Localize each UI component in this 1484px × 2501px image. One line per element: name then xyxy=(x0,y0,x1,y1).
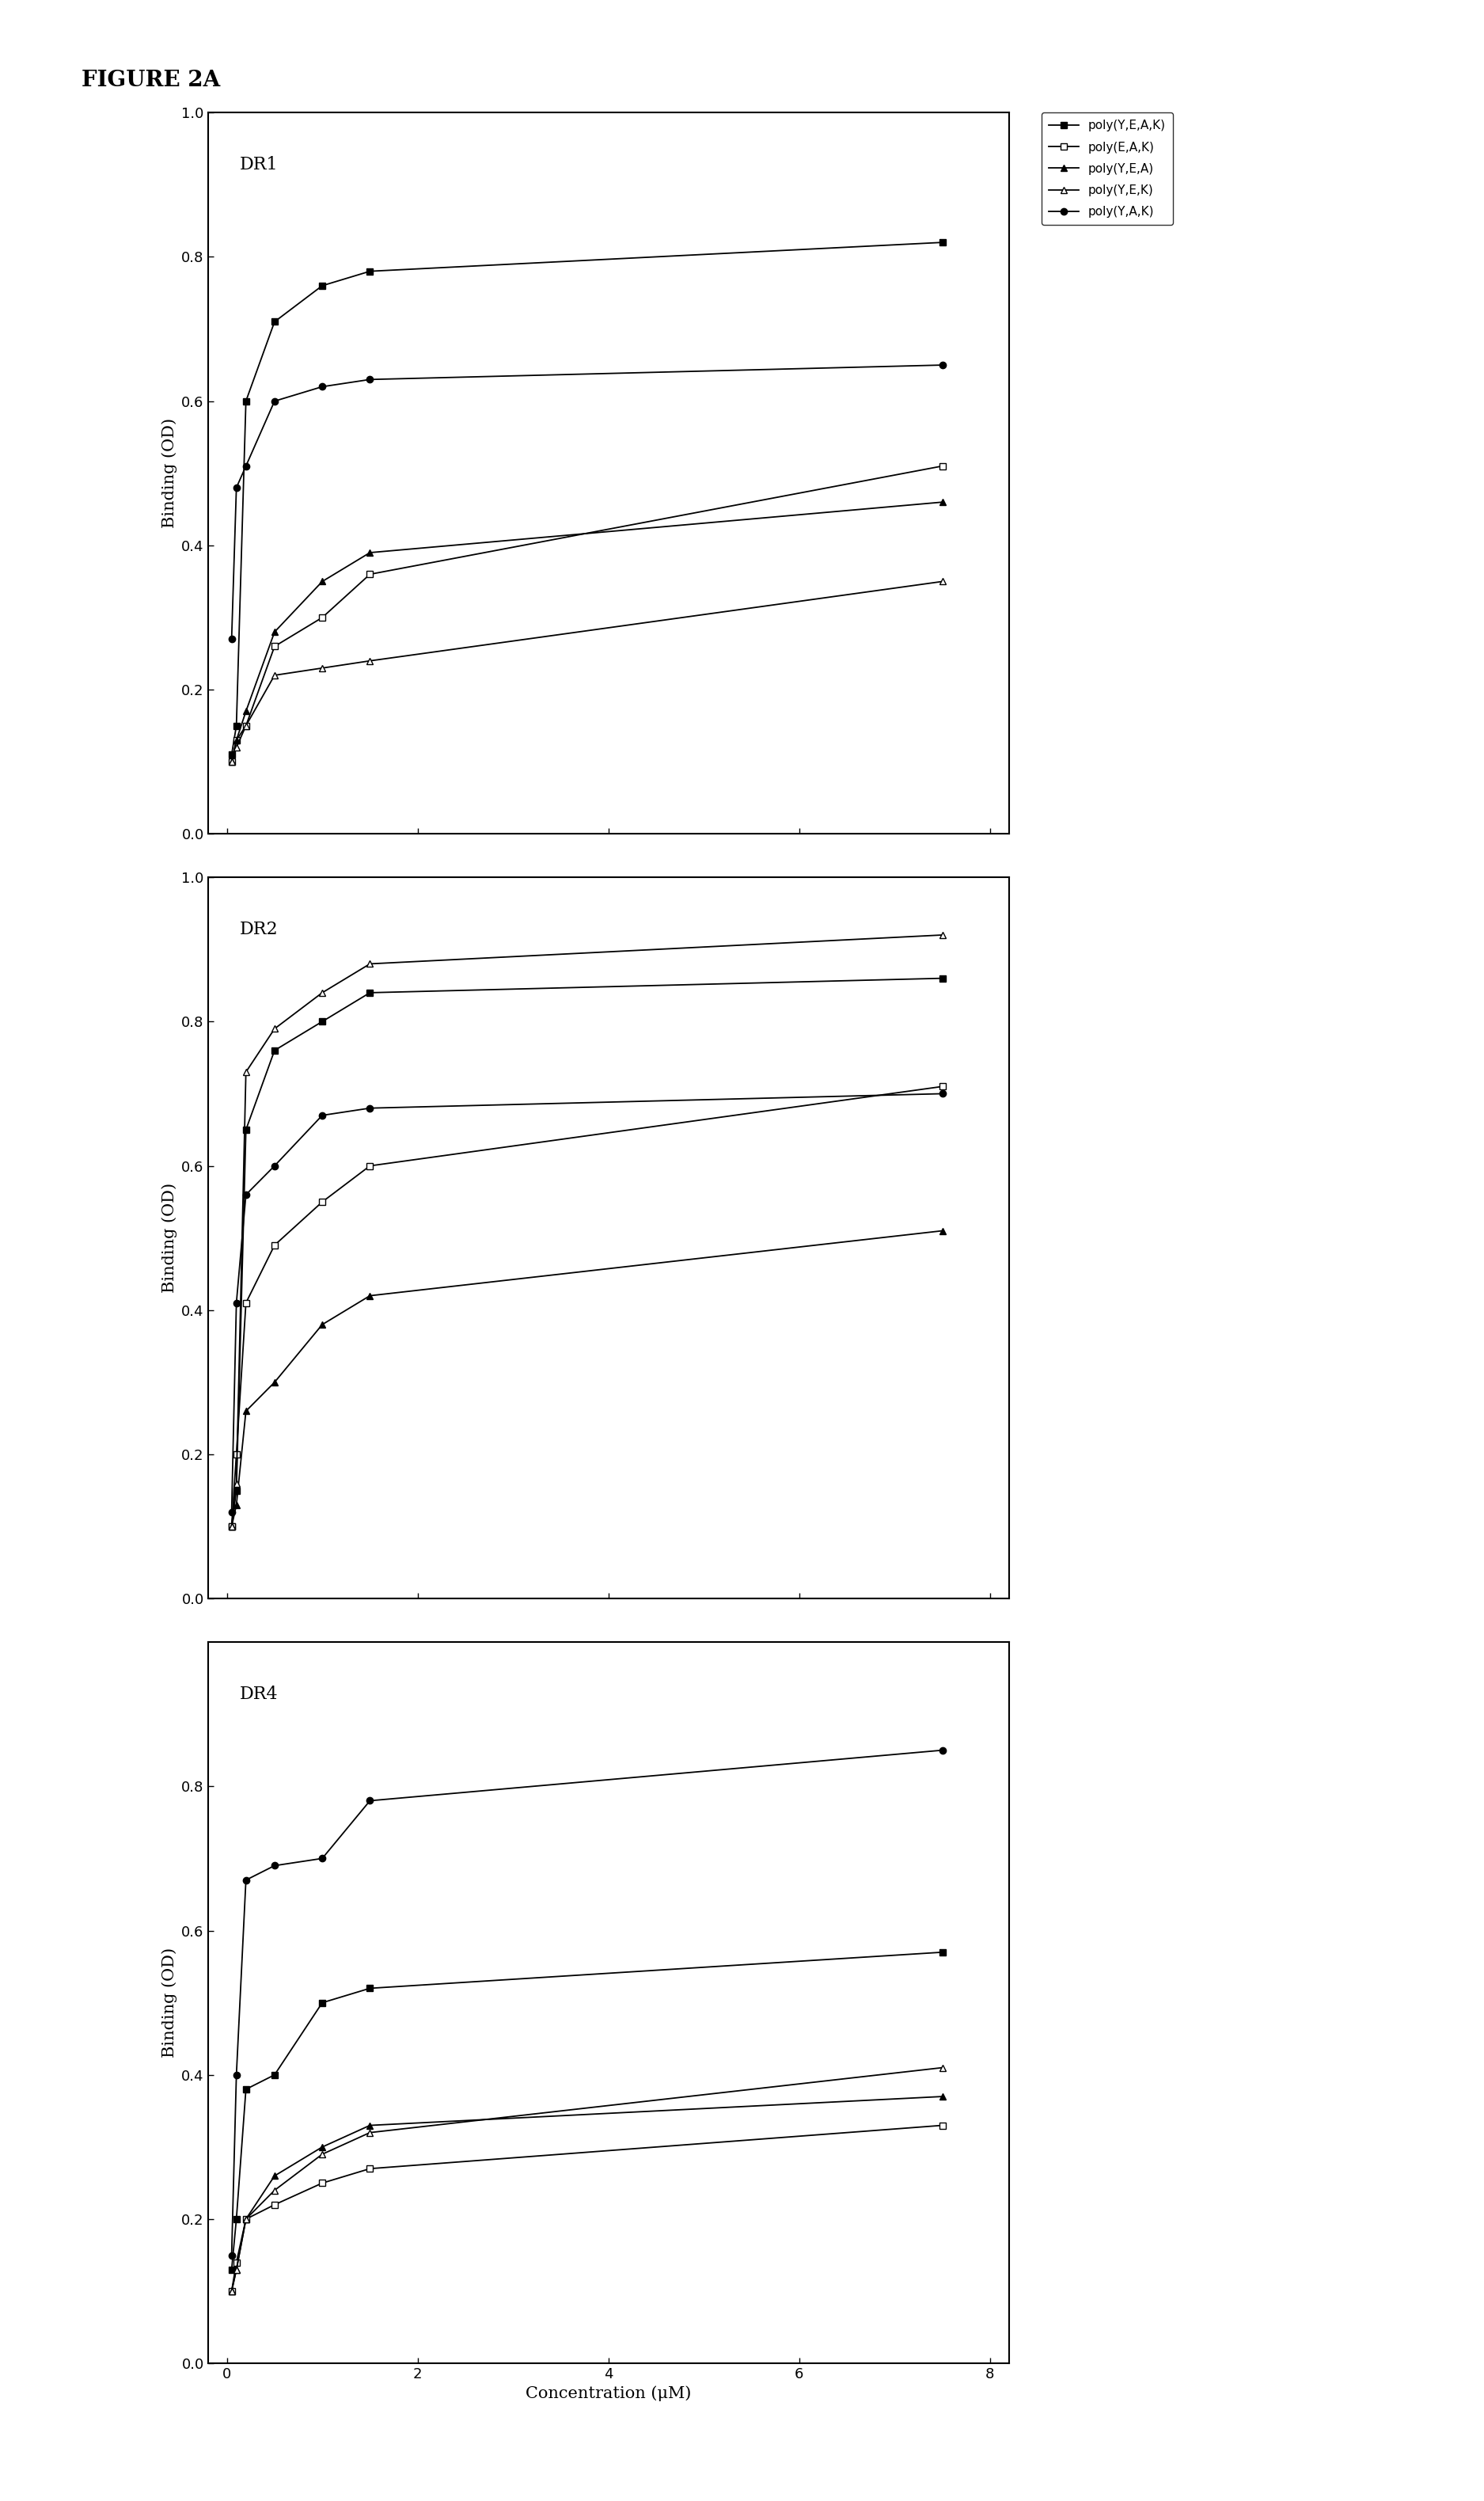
Y-axis label: Binding (OD): Binding (OD) xyxy=(162,418,177,528)
X-axis label: Concentration (μM): Concentration (μM) xyxy=(525,2386,692,2401)
Y-axis label: Binding (OD): Binding (OD) xyxy=(162,1948,177,2058)
Text: DR4: DR4 xyxy=(240,1686,279,1703)
Legend: poly(Y,E,A,K), poly(E,A,K), poly(Y,E,A), poly(Y,E,K), poly(Y,A,K): poly(Y,E,A,K), poly(E,A,K), poly(Y,E,A),… xyxy=(1042,113,1174,225)
Text: FIGURE 2A: FIGURE 2A xyxy=(82,70,220,93)
Y-axis label: Binding (OD): Binding (OD) xyxy=(162,1183,177,1293)
Text: DR2: DR2 xyxy=(240,920,279,938)
Text: DR1: DR1 xyxy=(240,155,279,173)
